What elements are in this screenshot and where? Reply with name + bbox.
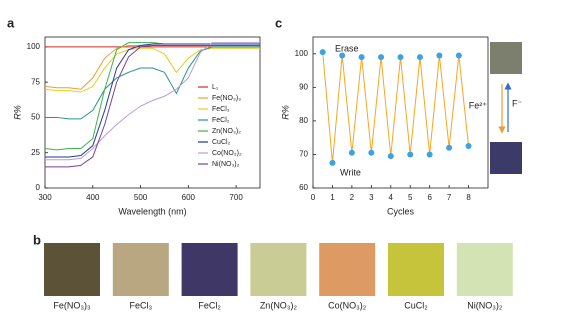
panel-label: a <box>7 15 15 30</box>
y-tick-label: 100 <box>295 49 309 58</box>
y-tick-label: 80 <box>299 116 308 125</box>
data-point <box>329 159 336 166</box>
color-swatch <box>319 243 376 296</box>
y-tick-label: 70 <box>299 150 308 159</box>
swatch-label: FeCl₂ <box>198 300 221 310</box>
data-point <box>455 52 462 59</box>
x-tick-label: 700 <box>229 193 243 202</box>
y-tick-label: 90 <box>299 82 308 91</box>
color-swatch <box>112 243 169 296</box>
x-axis-label: Cycles <box>387 206 415 216</box>
data-point <box>348 149 355 156</box>
x-tick-label: 2 <box>350 193 355 202</box>
data-point <box>319 49 326 56</box>
y-tick-label: 75 <box>31 77 40 86</box>
legend-label: Co(NO₃)₂ <box>212 150 242 157</box>
legend-label: Zn(NO₃)₂ <box>212 128 241 135</box>
series-line <box>44 44 260 90</box>
x-tick-label: 0 <box>311 193 316 202</box>
color-swatch <box>388 243 444 296</box>
panel-label: c <box>275 15 282 30</box>
data-point <box>446 144 453 151</box>
swatch-label: Zn(NO₃)₂ <box>260 300 298 310</box>
legend-label: Fe(NO₃)₃ <box>212 95 241 102</box>
swatch-label: CuCl₂ <box>404 300 428 310</box>
color-swatch <box>250 243 307 296</box>
y-tick-label: 60 <box>299 183 308 192</box>
annotation: Erase <box>335 43 359 53</box>
plot-frame <box>44 36 261 189</box>
y-tick-label: 50 <box>31 113 40 122</box>
annotation: Fe²⁺ <box>469 100 488 110</box>
series-line <box>45 43 260 158</box>
x-tick-label: 8 <box>466 193 471 202</box>
x-tick-label: 300 <box>38 193 52 202</box>
x-tick-label: 4 <box>389 193 394 202</box>
y-tick-label: 0 <box>36 183 41 192</box>
x-tick-label: 3 <box>369 193 374 202</box>
plot-frame <box>312 36 489 189</box>
x-tick-label: 5 <box>408 193 413 202</box>
data-point <box>378 54 385 61</box>
series-line <box>45 46 260 120</box>
data-point <box>339 52 346 59</box>
y-axis-label: R% <box>280 105 290 120</box>
legend-label: FeCl₃ <box>212 106 230 113</box>
data-point <box>407 151 414 158</box>
legend-label: FeCl₂ <box>212 117 230 124</box>
series-line <box>45 44 260 168</box>
data-point <box>436 52 443 59</box>
swatch-label: Co(NO₃)₂ <box>328 300 367 310</box>
swatch-label: Fe(NO₃)₃ <box>53 300 91 310</box>
x-tick-label: 1 <box>330 193 335 202</box>
series-line <box>322 52 470 163</box>
x-tick-label: 500 <box>134 193 148 202</box>
swatch-label: FeCl₃ <box>129 300 152 310</box>
data-point <box>465 143 472 150</box>
x-tick-label: 600 <box>182 193 196 202</box>
x-tick-label: 400 <box>86 193 100 202</box>
legend-label: Ni(NO₃)₂ <box>212 161 240 168</box>
annotation: Write <box>340 167 361 177</box>
x-tick-label: 6 <box>427 193 432 202</box>
color-swatch <box>181 243 238 296</box>
inset-erased <box>490 42 522 74</box>
data-point <box>358 54 365 61</box>
annotation: F⁻ <box>512 98 522 108</box>
y-axis-label: R% <box>12 105 22 120</box>
color-swatch <box>44 243 100 296</box>
y-tick-label: 25 <box>31 148 40 157</box>
data-point <box>387 153 394 160</box>
swatch-label: Ni(NO₃)₂ <box>467 300 503 310</box>
data-point <box>368 149 375 156</box>
x-tick-label: 7 <box>447 193 452 202</box>
data-point <box>426 151 433 158</box>
series-line <box>45 42 260 161</box>
y-tick-label: 100 <box>27 42 41 51</box>
data-point <box>416 54 423 61</box>
color-swatch <box>456 243 513 296</box>
series-line <box>44 47 260 93</box>
legend-label: CuCl₂ <box>212 139 231 146</box>
x-axis-label: Wavelength (nm) <box>118 206 186 216</box>
legend-label: L₁ <box>212 84 219 91</box>
inset-written <box>490 142 522 174</box>
panel-label: b <box>33 232 41 247</box>
data-point <box>397 54 404 61</box>
